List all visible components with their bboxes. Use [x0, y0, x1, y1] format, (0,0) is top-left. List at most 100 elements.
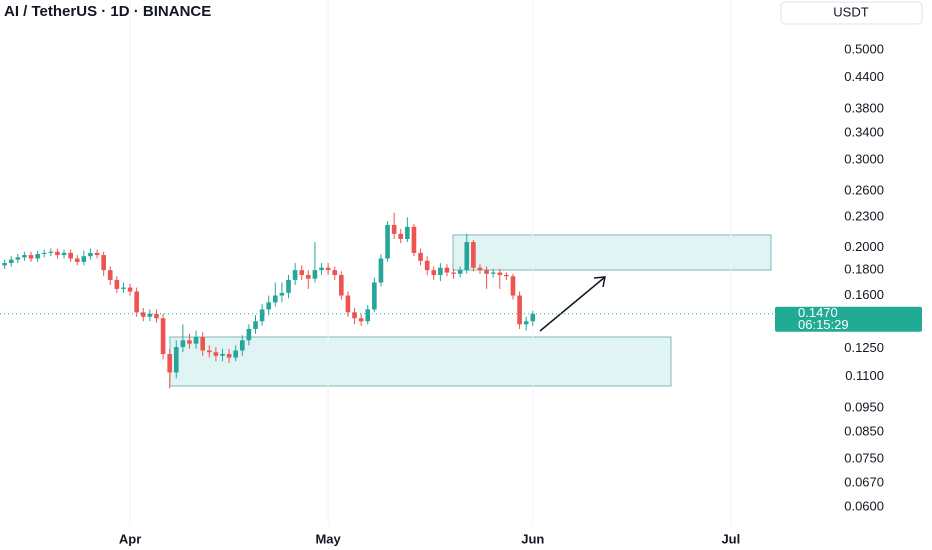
- candle-body: [484, 270, 489, 274]
- candle-body: [339, 274, 344, 296]
- y-tick-label: 0.5000: [844, 41, 884, 56]
- arrow-head: [593, 276, 606, 288]
- candle-body: [239, 340, 245, 351]
- candle-body: [405, 226, 410, 239]
- candle-body: [431, 270, 437, 275]
- candle-body: [107, 270, 113, 280]
- y-tick-label: 0.3000: [844, 151, 884, 166]
- candle-body: [101, 255, 106, 271]
- candle-body: [253, 321, 258, 329]
- candle-body: [15, 257, 21, 260]
- candle-body: [88, 252, 93, 257]
- x-tick-label: Jul: [721, 531, 740, 546]
- candle-body: [121, 287, 126, 289]
- candle-body: [8, 259, 14, 264]
- candle-body: [213, 352, 219, 356]
- candle-body: [81, 256, 87, 262]
- candle-body: [378, 258, 384, 283]
- candle-body: [457, 270, 463, 274]
- candle-body: [114, 279, 120, 289]
- candle-body: [504, 274, 509, 277]
- y-tick-label: 0.3400: [844, 124, 884, 139]
- y-tick-label: 0.1600: [844, 287, 884, 302]
- candle-body: [391, 224, 397, 234]
- candle-body: [55, 251, 60, 256]
- candle-body: [147, 313, 153, 317]
- y-tick-label: 0.0750: [844, 450, 884, 465]
- candle-body: [477, 267, 483, 271]
- chart-title: AI / TetherUS · 1D · BINANCE: [4, 3, 211, 20]
- candle-body: [438, 267, 443, 275]
- drawings: [169, 234, 772, 387]
- candle-body: [2, 263, 7, 266]
- y-tick-label: 0.1250: [844, 340, 884, 355]
- y-tick-label: 0.4400: [844, 69, 884, 84]
- candle-body: [451, 272, 456, 274]
- last-price-label: 0.1470: [798, 305, 838, 320]
- candle-body: [154, 313, 159, 319]
- candle-body: [266, 302, 272, 310]
- candle-body: [193, 337, 199, 344]
- candle-body: [306, 274, 311, 279]
- candle-body: [358, 318, 364, 322]
- candle-body: [292, 270, 298, 280]
- candle-body: [444, 267, 450, 273]
- candle-body: [22, 255, 27, 258]
- candle-body: [41, 252, 47, 254]
- candle-body: [200, 337, 205, 351]
- candle-body: [68, 252, 73, 259]
- x-tick-label: May: [315, 531, 341, 546]
- candle-body: [510, 276, 516, 296]
- candle-body: [352, 312, 357, 319]
- candle-body: [398, 233, 404, 239]
- candle-body: [325, 267, 331, 271]
- candle-body: [220, 353, 225, 356]
- candle-body: [187, 340, 192, 344]
- candle-body: [259, 309, 265, 322]
- y-tick-label: 0.2300: [844, 209, 884, 224]
- candle-body: [206, 350, 212, 353]
- candle-body: [140, 312, 146, 317]
- candle-body: [319, 267, 324, 271]
- candle-body: [471, 242, 476, 268]
- candle-body: [530, 313, 536, 322]
- plot: [0, 0, 785, 525]
- resistance-zone: [452, 234, 772, 271]
- candle-body: [286, 279, 291, 293]
- candle-body: [61, 252, 67, 256]
- y-tick-label: 0.0950: [844, 399, 884, 414]
- candle-body: [424, 260, 430, 271]
- currency-button[interactable]: [780, 1, 923, 25]
- candle-body: [411, 226, 417, 253]
- candle-body: [299, 270, 305, 275]
- x-tick-label: Jun: [521, 531, 544, 546]
- candle-body: [418, 252, 423, 261]
- candle-body: [365, 309, 371, 322]
- candle-body: [312, 270, 318, 279]
- y-tick-label: 0.2000: [844, 239, 884, 254]
- candle-body: [74, 258, 80, 262]
- candle-body: [173, 347, 179, 373]
- candle-body: [48, 251, 54, 253]
- candle-body: [497, 272, 503, 275]
- candle-body: [233, 350, 239, 358]
- candle-body: [385, 224, 390, 259]
- candle-body: [372, 282, 377, 310]
- candle-body: [35, 253, 40, 259]
- candle-body: [246, 328, 252, 341]
- x-tick-label: Apr: [119, 531, 141, 546]
- candle-body: [167, 353, 172, 373]
- candle-body: [464, 242, 470, 271]
- candle-body: [517, 295, 522, 325]
- candle-body: [332, 270, 338, 275]
- support-zone: [169, 336, 672, 387]
- last-price-box: [775, 306, 922, 332]
- candle-body: [134, 291, 139, 313]
- candle-body: [279, 292, 285, 296]
- candle-body: [523, 321, 529, 325]
- candle-body: [345, 295, 351, 313]
- currency-label[interactable]: USDT: [833, 4, 868, 19]
- candle-body: [127, 287, 133, 292]
- candle-body: [273, 295, 278, 303]
- candle-body: [490, 272, 496, 274]
